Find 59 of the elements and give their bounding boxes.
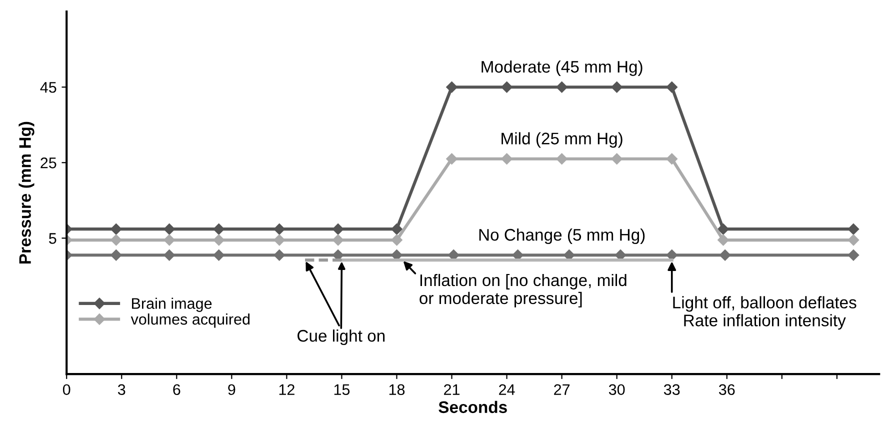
point	[213, 234, 224, 246]
annotation: Mild (25 mm Hg)	[502, 132, 622, 148]
point	[446, 153, 458, 164]
point	[164, 250, 175, 261]
x-tick-label: 21	[444, 384, 460, 395]
x-tick-label: 30	[608, 384, 625, 396]
point	[719, 250, 731, 261]
x-tick-label: 3	[118, 384, 126, 396]
point	[332, 234, 344, 246]
annotation: No Change (5 mm Hg)	[479, 228, 645, 244]
point	[611, 82, 622, 93]
point	[718, 223, 729, 235]
point	[391, 223, 402, 235]
x-tick-label: 27	[554, 384, 570, 395]
point	[611, 153, 622, 164]
x-axis-title: Seconds	[438, 400, 507, 414]
x-tick-label: 33	[664, 384, 680, 396]
point	[274, 250, 285, 261]
point	[391, 234, 402, 246]
point	[110, 250, 122, 261]
point	[848, 223, 860, 235]
y-tick-label: 45	[40, 82, 56, 93]
x-tick-label: 0	[62, 384, 70, 396]
x-tick-label: 9	[228, 384, 236, 396]
point	[332, 223, 344, 235]
point	[274, 234, 285, 246]
point	[164, 234, 175, 246]
annotation: Inflation on [no change, mild or moderate pressure]	[420, 274, 626, 308]
legend-label: volumes acquired	[130, 313, 250, 328]
point	[213, 250, 224, 261]
x-tick-label: 12	[279, 384, 294, 395]
point	[213, 223, 224, 235]
point	[718, 234, 729, 246]
point	[666, 82, 678, 93]
x-tick-label: 36	[718, 384, 735, 396]
annotation: Cue light on	[298, 329, 385, 346]
point	[274, 223, 285, 235]
legend-label: Brain image	[132, 298, 212, 312]
point	[556, 153, 568, 164]
point	[848, 250, 860, 261]
y-axis-title: Pressure (mm Hg)	[18, 122, 34, 264]
y-tick-label: 5	[48, 233, 56, 244]
annotation: Light off, balloon deflates Rate inflation intensity	[673, 296, 856, 330]
y-tick-label: 25	[40, 157, 56, 168]
point	[446, 82, 458, 93]
x-tick-label: 18	[389, 384, 405, 396]
x-tick-label: 24	[499, 384, 515, 395]
point	[501, 82, 512, 93]
point	[848, 234, 860, 246]
point	[556, 82, 568, 93]
annotation: Moderate (45 mm Hg)	[482, 60, 642, 76]
point	[501, 153, 512, 164]
point	[110, 234, 122, 246]
x-tick-label: 6	[173, 384, 180, 396]
point	[666, 250, 678, 261]
point	[110, 223, 122, 235]
point	[666, 153, 678, 164]
point	[164, 223, 175, 235]
x-tick-label: 15	[334, 384, 350, 396]
